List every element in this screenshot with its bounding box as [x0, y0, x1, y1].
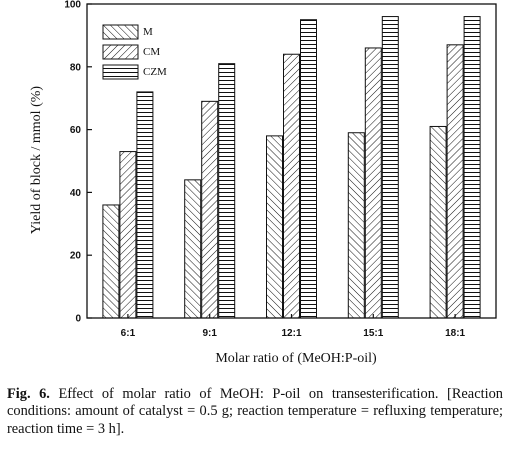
bar-m-5 — [429, 125, 447, 319]
legend-swatch-cm — [102, 44, 139, 60]
x-tick-label-0: 6:1 — [121, 328, 136, 339]
legend-label-m: M — [143, 26, 153, 38]
x-tick-label-1: 9:1 — [202, 328, 217, 339]
legend-swatch-m — [102, 24, 139, 40]
x-axis-title: Molar ratio of (MeOH:P-oil) — [215, 351, 377, 366]
legend-label-czm: CZM — [143, 66, 167, 78]
y-tick-label-3: 60 — [70, 125, 82, 136]
y-tick-label-2: 40 — [70, 188, 82, 199]
bar-chart: 0 20 40 60 80 100 6:1 9:1 12:1 15:1 18:1 M CM CZM Yie… — [29, 0, 497, 366]
x-tick-label-2: 12:1 — [281, 328, 301, 339]
bar-czm-2 — [218, 63, 236, 319]
y-tick-label-0: 0 — [75, 314, 81, 325]
bar-m-1 — [102, 204, 120, 319]
bar-czm-3 — [300, 19, 317, 319]
y-tick-label-1: 20 — [70, 251, 82, 262]
plot-area: 0 20 40 60 80 100 6:1 9:1 12:1 15:1 18:1 M CM CZM — [64, 0, 481, 339]
figure-caption: Fig. 6. Effect of molar ratio of MeOH: P… — [7, 386, 503, 438]
bar-cm-1 — [119, 151, 137, 319]
plot-frame — [86, 3, 497, 319]
bar-czm-4 — [381, 16, 399, 319]
bar-czm-1 — [136, 91, 154, 319]
y-tick-label-5: 100 — [64, 0, 81, 11]
y-tick-label-4: 80 — [70, 62, 82, 73]
bar-cm-2 — [201, 100, 219, 319]
bar-m-4 — [347, 132, 365, 319]
bar-cm-5 — [446, 44, 464, 319]
x-tick-label-4: 18:1 — [445, 328, 465, 339]
figure-caption-text: Effect of molar ratio of MeOH: P-oil on … — [7, 386, 503, 437]
x-tick-label-3: 15:1 — [363, 328, 383, 339]
y-axis-title: Yield of block / mmol (%) — [29, 86, 44, 234]
bar-cm-3 — [283, 53, 300, 319]
legend-swatch-czm — [102, 64, 139, 80]
bar-m-2 — [184, 179, 202, 319]
legend-label-cm: CM — [143, 46, 160, 58]
figure-label: Fig. 6. — [7, 386, 50, 402]
bar-cm-4 — [364, 47, 382, 319]
bar-czm-5 — [463, 16, 481, 319]
bar-m-3 — [266, 135, 283, 319]
